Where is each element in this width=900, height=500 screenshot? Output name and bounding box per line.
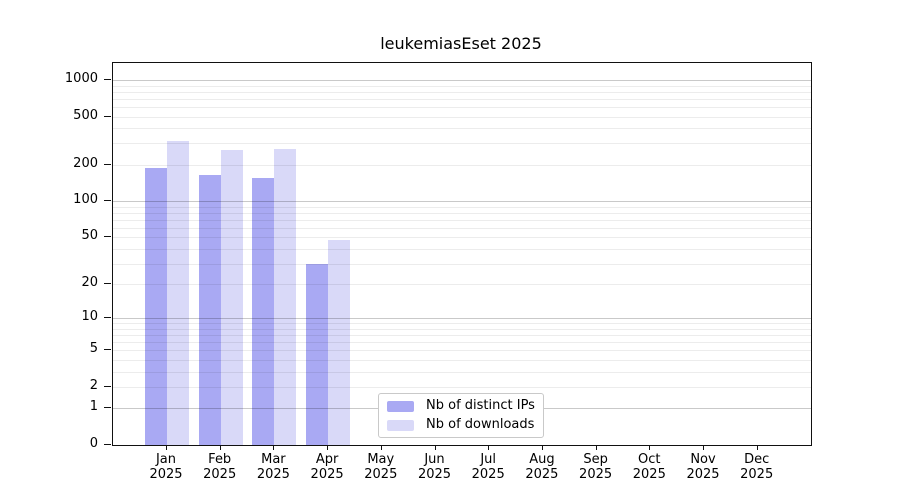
x-tick-mark — [219, 445, 221, 450]
y-tick-label: 0 — [89, 436, 98, 451]
gridline — [113, 116, 811, 118]
plot-area: Nb of distinct IPs Nb of downloads — [112, 62, 812, 446]
legend: Nb of distinct IPs Nb of downloads — [378, 393, 544, 438]
legend-swatch-downloads — [387, 419, 414, 431]
x-tick-mark — [380, 445, 382, 450]
x-tick-mark — [273, 445, 275, 450]
x-tick-mark — [649, 445, 651, 450]
y-tick-label: 2 — [89, 377, 98, 393]
gridline — [113, 85, 811, 87]
legend-label-distinct-ips: Nb of distinct IPs — [426, 398, 535, 413]
y-tick-label: 50 — [81, 228, 98, 244]
bar-downloads-mar — [274, 149, 297, 445]
x-tick-label: Mar 2025 — [256, 452, 290, 482]
y-tick-mark — [104, 163, 111, 165]
bar-distinct-ips-feb — [198, 175, 221, 445]
x-tick-label: May 2025 — [364, 452, 398, 482]
bar-downloads-feb — [220, 150, 243, 445]
y-tick-label: 200 — [73, 155, 98, 171]
x-tick-label: Jul 2025 — [471, 452, 505, 482]
legend-swatch-distinct-ips — [387, 400, 414, 412]
y-tick-mark — [104, 79, 111, 80]
bar-downloads-apr — [328, 240, 351, 445]
y-tick-label: 10 — [81, 309, 98, 325]
x-tick-label: Aug 2025 — [525, 452, 559, 482]
bar-distinct-ips-jan — [145, 168, 167, 445]
y-tick-label: 1000 — [64, 71, 98, 86]
y-tick-mark — [104, 349, 111, 351]
x-tick-label: Apr 2025 — [310, 452, 344, 482]
y-tick-mark — [104, 385, 111, 387]
gridline — [113, 98, 811, 100]
y-tick-label: 20 — [81, 275, 98, 291]
x-tick-mark — [541, 445, 543, 450]
x-tick-mark — [703, 445, 704, 450]
y-tick-mark — [104, 200, 111, 202]
gridline — [113, 91, 811, 93]
bar-downloads-jan — [167, 141, 189, 445]
gridline — [113, 106, 811, 108]
gridline — [113, 143, 811, 145]
y-tick-mark — [104, 236, 111, 238]
legend-item-distinct-ips: Nb of distinct IPs — [387, 399, 535, 413]
legend-label-downloads: Nb of downloads — [426, 417, 535, 432]
bar-distinct-ips-mar — [252, 177, 275, 445]
y-tick-mark — [104, 115, 111, 117]
x-tick-label: Nov 2025 — [686, 452, 720, 482]
x-tick-label: Jun 2025 — [417, 452, 452, 482]
x-tick-mark — [488, 445, 490, 450]
x-tick-mark — [434, 445, 436, 450]
bar-distinct-ips-apr — [306, 263, 329, 445]
x-tick-label: Jan 2025 — [149, 452, 183, 482]
y-tick-label: 500 — [73, 107, 98, 123]
x-tick-label: Dec 2025 — [740, 452, 774, 482]
gridline — [113, 164, 811, 166]
x-tick-label: Sep 2025 — [579, 452, 613, 482]
y-tick-mark — [104, 444, 111, 445]
y-tick-label: 100 — [73, 192, 98, 208]
gridline — [113, 80, 811, 81]
chart-title: leukemiasEset 2025 — [380, 34, 542, 53]
y-tick-mark — [104, 407, 111, 409]
x-tick-mark — [327, 445, 329, 450]
y-tick-mark — [104, 317, 111, 319]
legend-item-downloads: Nb of downloads — [387, 418, 535, 432]
x-tick-label: Oct 2025 — [632, 452, 666, 482]
gridline — [113, 128, 811, 130]
y-tick-label: 1 — [89, 399, 98, 415]
y-tick-mark — [104, 283, 111, 285]
x-tick-label: Feb 2025 — [203, 452, 237, 482]
x-tick-mark — [595, 445, 597, 450]
y-tick-label: 5 — [89, 341, 98, 357]
x-tick-mark — [166, 445, 167, 450]
x-tick-mark — [756, 445, 758, 450]
